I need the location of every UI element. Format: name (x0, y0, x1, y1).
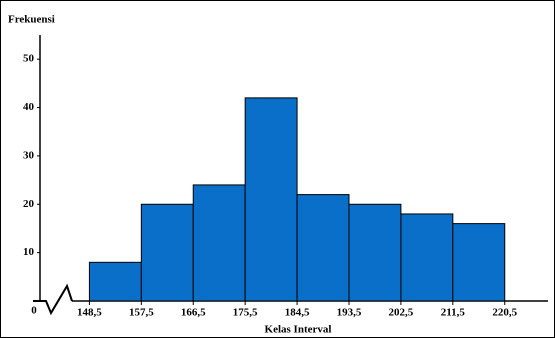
y-axis-title: Frekuensi (8, 14, 55, 26)
y-tick-label: 0 (31, 305, 37, 317)
x-tick-label: 175,5 (233, 307, 258, 319)
y-tick-label: 50 (23, 53, 35, 65)
y-tick-label: 20 (23, 198, 35, 210)
x-tick-label: 184,5 (285, 307, 310, 319)
axis-break (33, 283, 73, 316)
x-tick-label: 211,5 (441, 307, 466, 319)
bar (400, 213, 454, 302)
bar (452, 223, 506, 302)
bar (88, 261, 142, 302)
bar (296, 194, 350, 302)
x-tick-label: 148,5 (77, 307, 102, 319)
y-tick-label: 30 (23, 149, 35, 161)
x-axis-title: Kelas Interval (265, 324, 332, 336)
x-tick-label: 193,5 (337, 307, 362, 319)
bar (140, 203, 194, 302)
bar (244, 97, 298, 302)
y-tick-label: 40 (23, 101, 35, 113)
x-tick-label: 202,5 (389, 307, 414, 319)
x-tick-label: 220,5 (492, 307, 517, 319)
x-tick-label: 157,5 (129, 307, 154, 319)
bar (348, 203, 402, 302)
x-tick-label: 166,5 (181, 307, 206, 319)
y-tick-label: 10 (23, 246, 35, 258)
bar (192, 184, 246, 302)
